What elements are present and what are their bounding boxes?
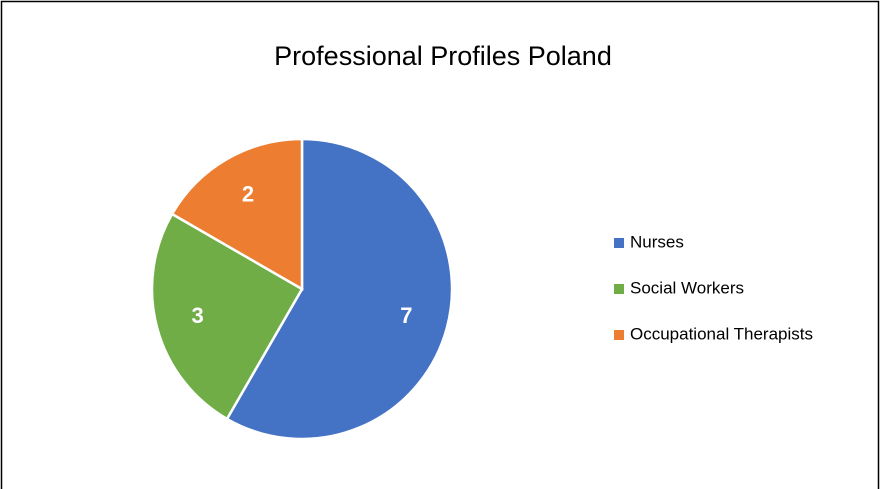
legend-label: Nurses [630,232,684,251]
data-label: 2 [242,181,254,206]
legend-swatch [614,238,624,248]
pie-slice [150,212,304,421]
legend-label: Social Workers [630,278,744,297]
legend-label: Occupational Therapists [630,324,813,343]
pie-slice [225,137,454,441]
data-label: 3 [192,303,204,328]
pie-slice [170,137,304,292]
legend-swatch [614,330,624,340]
chart-title: Professional Profiles Poland [274,41,612,71]
legend-swatch [614,284,624,294]
data-label: 7 [400,303,412,328]
